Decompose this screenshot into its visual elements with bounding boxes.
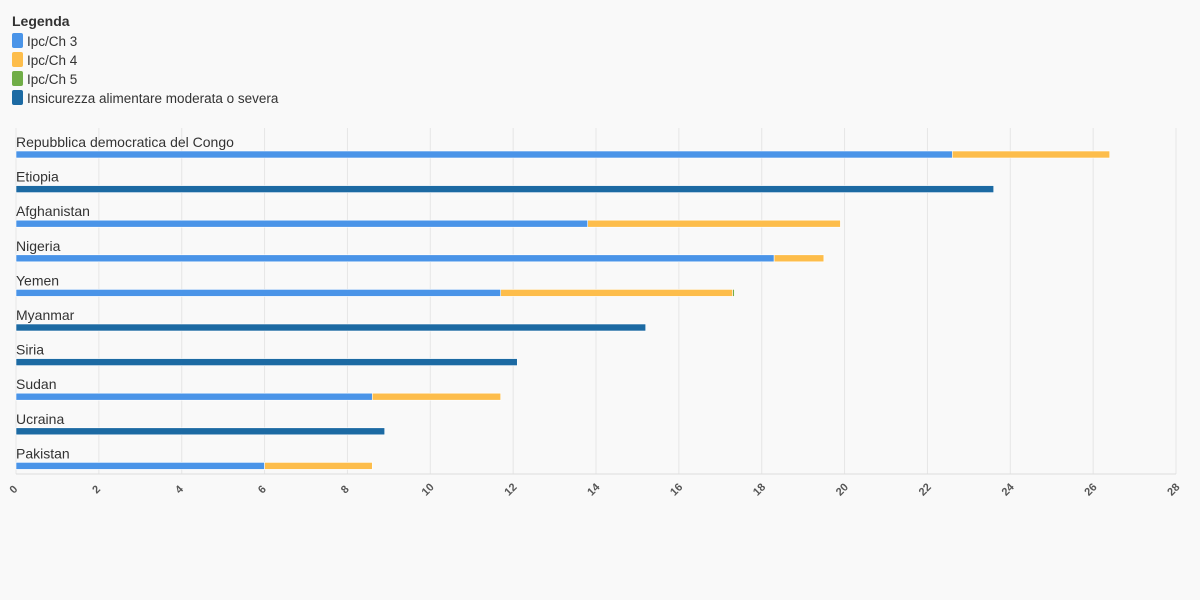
legend-label: Ipc/Ch 3 xyxy=(27,34,77,49)
bar-segment xyxy=(951,150,1111,159)
bar-segment xyxy=(15,289,502,297)
category-label: Yemen xyxy=(16,272,59,288)
bar-segment xyxy=(15,185,995,193)
bar-segment xyxy=(773,254,825,263)
legend-label: Insicurezza alimentare moderata o severa xyxy=(27,91,279,106)
bar-segment xyxy=(15,392,373,401)
bar-segment xyxy=(371,392,502,401)
category-label: Myanmar xyxy=(16,307,75,323)
bar-segment xyxy=(15,254,775,263)
bar-segment xyxy=(15,427,386,436)
bar-segment xyxy=(732,289,735,297)
category-label: Afghanistan xyxy=(16,203,90,219)
bar-segment xyxy=(15,323,647,332)
legend-title: Legenda xyxy=(12,13,70,29)
bar-segment xyxy=(587,219,841,228)
bar-segment xyxy=(15,358,518,366)
category-label: Etiopia xyxy=(16,169,59,185)
bar-segment xyxy=(15,219,589,228)
category-label: Repubblica democratica del Congo xyxy=(16,134,234,150)
category-label: Siria xyxy=(16,342,44,358)
bar-segment xyxy=(15,150,953,159)
legend-swatch xyxy=(12,71,23,86)
category-label: Ucraina xyxy=(16,411,64,427)
legend-label: Ipc/Ch 5 xyxy=(27,72,77,87)
legend-label: Ipc/Ch 4 xyxy=(27,53,78,68)
legend-swatch xyxy=(12,33,23,48)
category-label: Pakistan xyxy=(16,445,70,461)
category-label: Nigeria xyxy=(16,238,61,254)
legend-swatch xyxy=(12,90,23,105)
bar-segment xyxy=(500,289,734,297)
bar-segment xyxy=(15,462,265,470)
category-label: Sudan xyxy=(16,376,56,392)
bar-segment xyxy=(264,462,373,470)
legend-swatch xyxy=(12,52,23,67)
